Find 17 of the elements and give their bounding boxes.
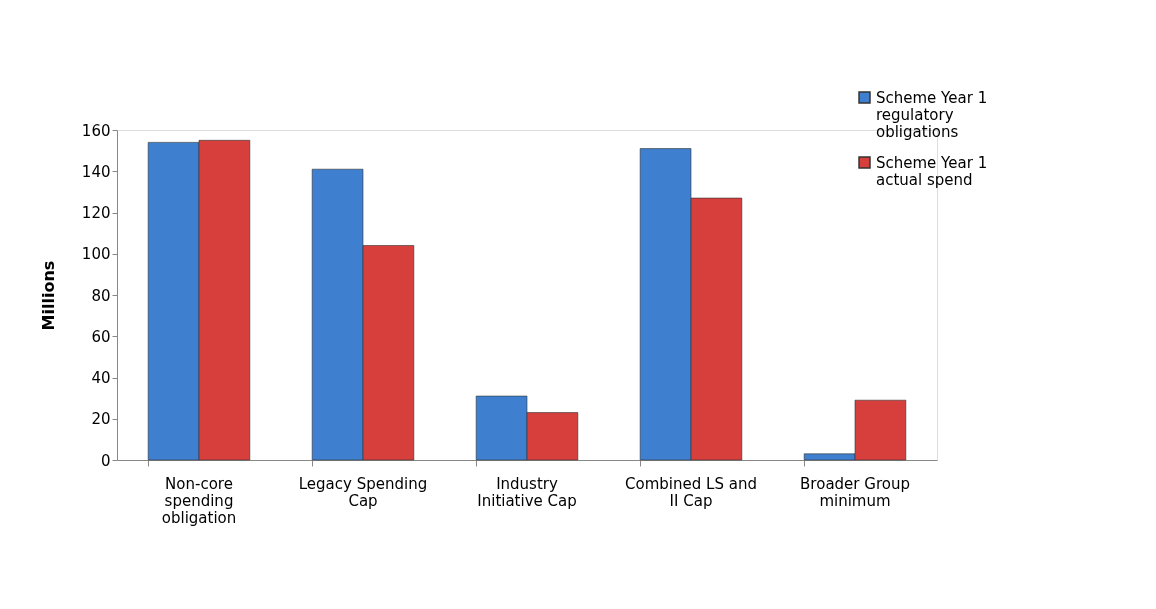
x-tick-label: Non-core spending obligation: [161, 474, 237, 527]
y-tick-label: 60: [91, 327, 111, 346]
y-tick-label: 120: [81, 204, 111, 222]
x-tick-label: Industry Initiative Cap: [477, 474, 577, 510]
y-tick-label: 0: [100, 451, 111, 470]
y-tick-label: 80: [91, 286, 111, 305]
x-tick-label: Combined LS and II Cap: [625, 474, 757, 510]
legend-label: Scheme Year 1 regulatory obligations: [876, 88, 988, 141]
y-tick-label: 140: [81, 162, 111, 181]
y-axis-title: Millions: [38, 260, 58, 331]
x-tick-label: Broader Group minimum: [800, 474, 910, 510]
legend-label: Scheme Year 1 actual spend: [876, 153, 988, 189]
y-tick-label: 20: [91, 410, 111, 429]
x-tick-label: Legacy Spending Cap: [298, 474, 428, 510]
y-tick-label: 100: [81, 245, 111, 264]
y-tick-label: 160: [81, 121, 111, 140]
y-tick-label: 40: [91, 369, 111, 387]
